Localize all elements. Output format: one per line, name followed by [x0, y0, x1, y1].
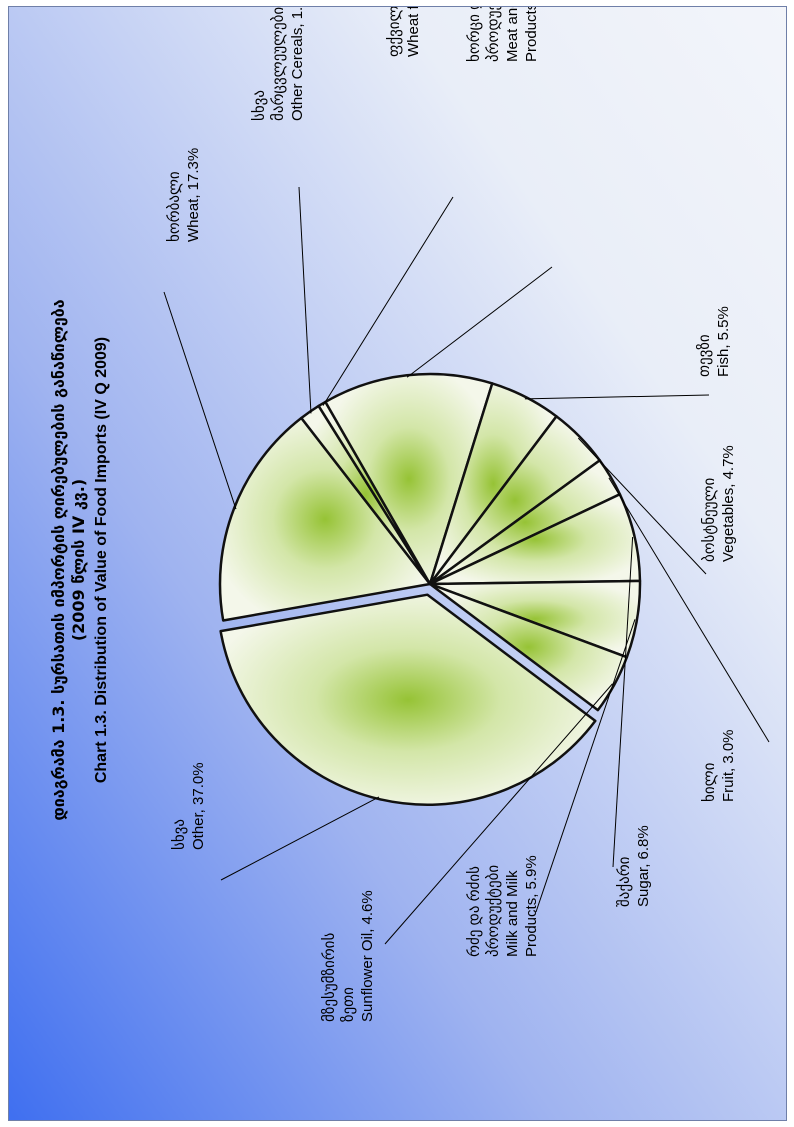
- leader-line-other: [220, 796, 380, 881]
- slice-label-fish: თევზი: [696, 334, 713, 377]
- slice-label-wheat: ხორბალი: [166, 171, 183, 242]
- slice-label-milk-and-milk-products: რძე და რძის: [466, 866, 483, 957]
- slice-label-meat-and-meat-products: პროდუქტები: [485, 7, 502, 62]
- slice-label-sugar: შაქარი: [616, 856, 633, 907]
- slice-label-other: Other, 37.0%: [190, 762, 207, 850]
- slice-label-wheat: Wheat, 17.3%: [185, 148, 202, 242]
- leader-line-milk-and-milk-products: [535, 619, 636, 913]
- slice-label-vegetables: Vegetables, 4.7%: [720, 445, 737, 562]
- slice-label-other-cereals: მარცვლეულები: [270, 7, 287, 121]
- slice-label-milk-and-milk-products: Milk and Milk: [504, 870, 521, 957]
- slice-label-sunflower-oil: Sunflower Oil, 4.6%: [359, 890, 376, 1022]
- leader-line-wheat-flour: [322, 196, 454, 406]
- slice-label-other: სხვა: [171, 819, 188, 850]
- slice-label-vegetables: ბოსტნეული: [701, 478, 718, 562]
- slice-label-meat-and-meat-products: ხორცი და ხორცის: [466, 7, 483, 62]
- leader-line-meat-and-meat-products: [406, 266, 553, 378]
- slice-label-meat-and-meat-products: Products, 13.1%: [523, 7, 540, 62]
- pie-slice-meat-and-meat-products: [324, 372, 494, 586]
- leader-line-sunflower-oil: [384, 683, 613, 945]
- leader-line-wheat: [163, 291, 237, 510]
- pie-slice-wheat: [218, 416, 432, 622]
- leader-line-sugar: [612, 536, 634, 868]
- slice-label-wheat-flour: ფქვილი: [386, 7, 403, 57]
- slice-label-sunflower-oil: მზესუმზირის: [321, 933, 338, 1022]
- chart-title-georgian-period: (2009 წლის IV კვ.): [69, 479, 88, 641]
- leader-line-vegetables: [577, 437, 707, 575]
- leader-line-other-cereals: [298, 186, 312, 414]
- slice-label-fish: Fish, 5.5%: [715, 306, 732, 377]
- leader-line-fruit: [608, 477, 770, 743]
- slice-label-milk-and-milk-products: Products, 5.9%: [523, 855, 540, 957]
- pie-chart: დიაგრამა 1.3. სურსათის იმპორტის ღირებულე…: [9, 7, 786, 1120]
- chart-title-georgian: დიაგრამა 1.3. სურსათის იმპორტის ღირებულე…: [49, 299, 68, 820]
- pie-slice-sunflower-oil: [428, 582, 629, 712]
- slice-label-fruit: ხილი: [701, 762, 718, 802]
- slice-label-other-cereals: Other Cereals, 1.6%: [289, 7, 306, 121]
- slice-label-sugar: Sugar, 6.8%: [635, 825, 652, 907]
- slice-label-sunflower-oil: ზეთი: [340, 987, 357, 1022]
- slice-label-other-cereals: სხვა: [251, 90, 268, 121]
- slice-label-fruit: Fruit, 3.0%: [720, 729, 737, 802]
- slice-label-meat-and-meat-products: Meat and Meat: [504, 7, 521, 62]
- leader-line-fish: [524, 394, 710, 400]
- chart-frame: დიაგრამა 1.3. სურსათის იმპორტის ღირებულე…: [8, 6, 787, 1121]
- slice-label-wheat-flour: Wheat flour, 0.6%: [405, 7, 422, 57]
- chart-title-english: Chart 1.3. Distribution of Value of Food…: [93, 337, 110, 783]
- pie-slice-other: [219, 593, 597, 806]
- slice-label-milk-and-milk-products: პროდუქტები: [485, 865, 502, 957]
